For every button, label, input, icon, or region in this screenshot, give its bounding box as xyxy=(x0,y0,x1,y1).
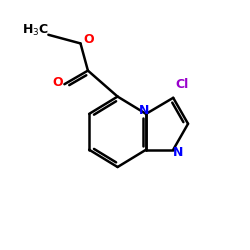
Text: H$_3$C: H$_3$C xyxy=(22,23,49,38)
Text: O: O xyxy=(52,76,63,90)
Text: N: N xyxy=(173,146,183,159)
Text: O: O xyxy=(83,33,94,46)
Text: Cl: Cl xyxy=(175,78,188,92)
Text: N: N xyxy=(139,104,149,117)
